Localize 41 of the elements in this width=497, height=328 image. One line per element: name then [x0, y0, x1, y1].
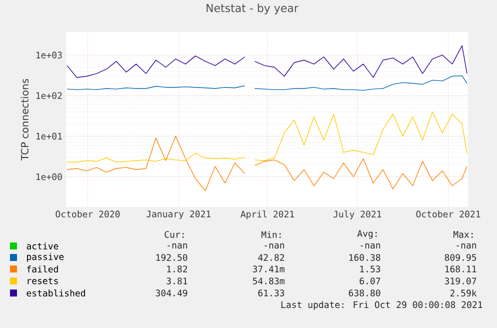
text: Max: — [454, 231, 473, 238]
text: 319.07 — [444, 278, 476, 284]
text: Cur: — [164, 231, 184, 238]
text: 638.80 — [348, 290, 380, 296]
text: -nan — [168, 243, 188, 249]
legend-label: resets — [28, 278, 58, 284]
x-tick-label: July 2021 — [333, 210, 382, 220]
text: 1.82 — [167, 266, 188, 272]
legend-label: active — [26, 242, 58, 250]
text: Last update: Fri Oct 29 00:00:08 2021 — [281, 301, 482, 310]
y-axis-title: TCP connections — [20, 78, 29, 161]
text: 809.95 — [444, 254, 476, 261]
legend-label: established — [26, 289, 85, 296]
y-tick-label: 1e+02 — [36, 92, 62, 100]
text: 192.50 — [156, 254, 188, 261]
text: -nan — [264, 243, 284, 249]
y-tick-label: 1e+00 — [36, 173, 62, 180]
x-tick-label: October 2020 — [56, 210, 120, 218]
legend-label: failed — [27, 265, 58, 272]
text: 61.33 — [258, 290, 284, 296]
text: 37.41m — [252, 266, 284, 272]
x-tick-label: January 2021 — [146, 210, 211, 220]
text: 42.82 — [258, 254, 284, 261]
y-tick-label: 1e+03 — [36, 52, 62, 58]
text: 168.11 — [445, 266, 476, 272]
chart-title: Netstat - by year — [206, 4, 298, 14]
text: 54.83m — [252, 278, 284, 284]
text: 304.49 — [156, 290, 188, 296]
text: -nan — [360, 243, 380, 249]
y-tick-label: 1e+01 — [36, 132, 62, 140]
text: 160.38 — [349, 254, 380, 261]
x-tick-label: April 2021 — [240, 210, 294, 220]
text: 6.07 — [360, 278, 380, 284]
text: 1.53 — [360, 266, 380, 272]
text: Avg: — [357, 230, 377, 239]
legend-label: passive — [27, 253, 64, 262]
text: -nan — [456, 243, 476, 249]
x-tick-label: October 2021 — [416, 210, 480, 218]
text: 3.81 — [166, 278, 188, 284]
text: Min: — [262, 231, 281, 238]
text: 2.59k — [450, 290, 477, 296]
